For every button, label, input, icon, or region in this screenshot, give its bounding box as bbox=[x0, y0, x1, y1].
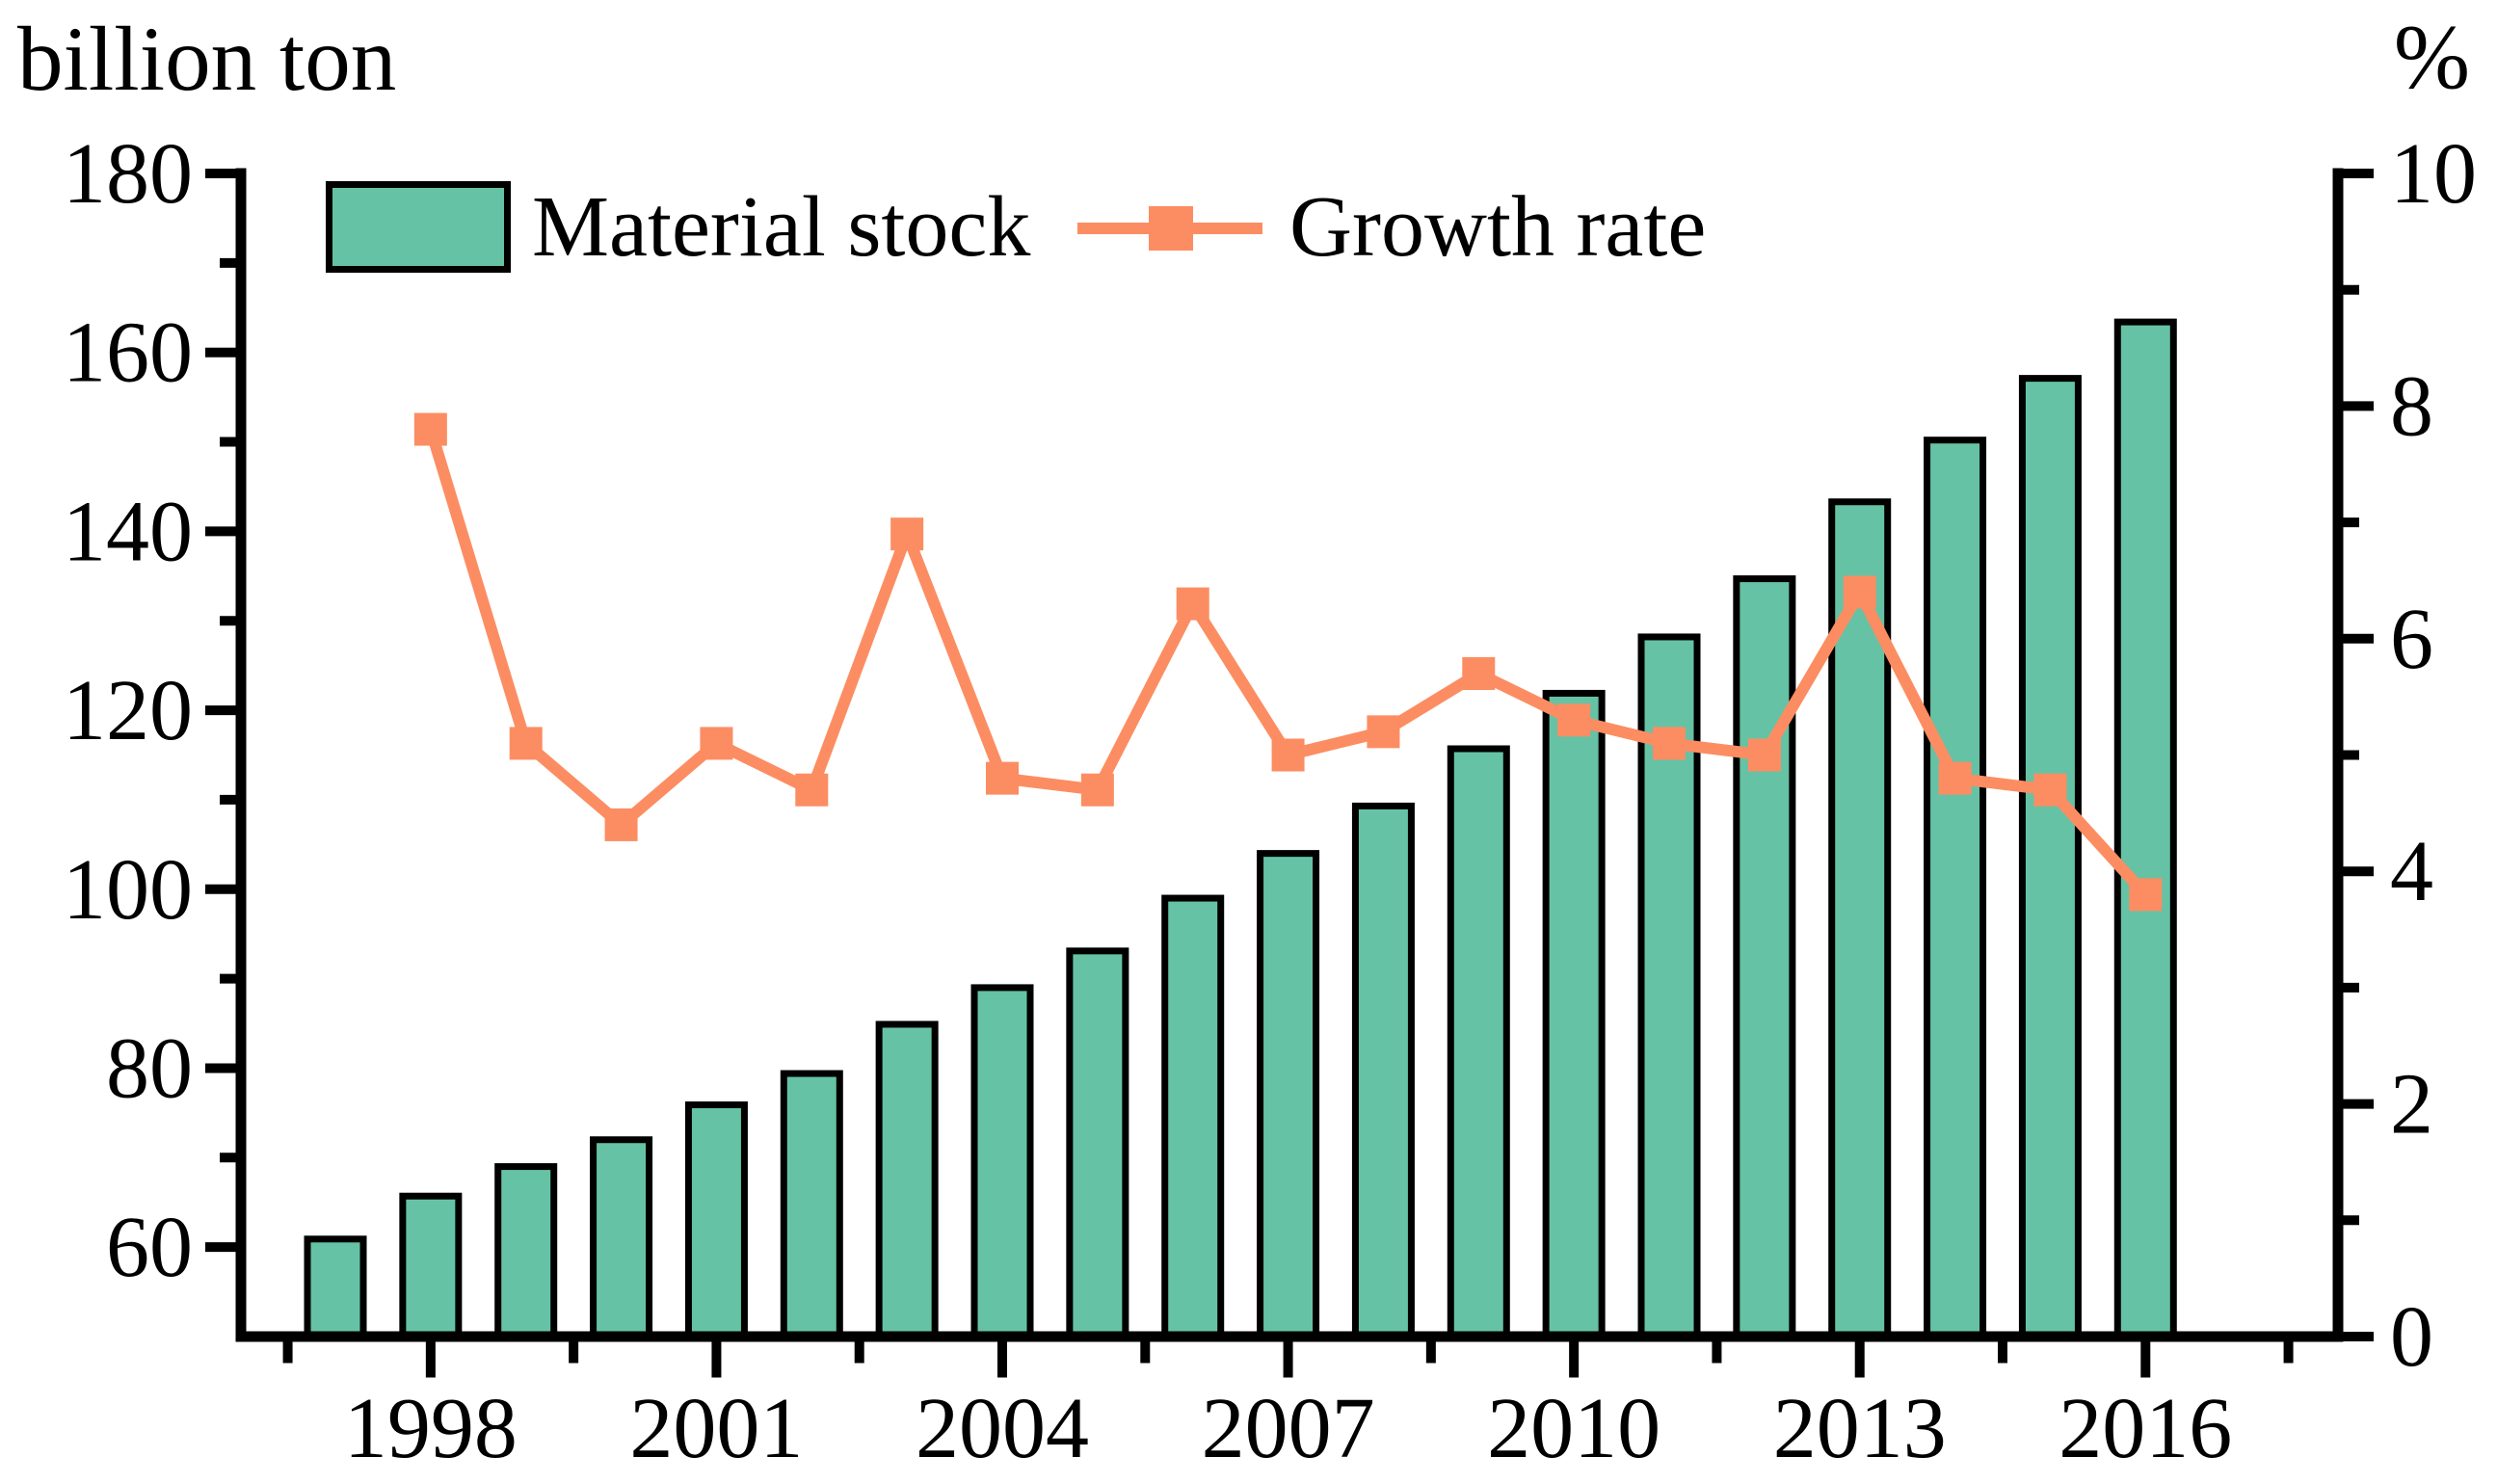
growth-rate-marker-2002 bbox=[795, 773, 829, 807]
growth-rate-marker-2000 bbox=[604, 808, 638, 841]
material-stock-bar-2014 bbox=[1924, 437, 1987, 1340]
material-stock-bar-2008 bbox=[1351, 802, 1415, 1340]
right-axis-tick-label-8: 8 bbox=[2390, 358, 2433, 454]
growth-rate-marker-2016 bbox=[2129, 878, 2163, 912]
legend-growth-rate-marker-icon bbox=[1149, 206, 1193, 251]
x-axis-tick-label-2010: 2010 bbox=[1487, 1381, 1660, 1476]
growth-rate-marker-1998 bbox=[413, 412, 447, 446]
material-stock-bar-2004 bbox=[970, 984, 1034, 1340]
growth-rate-marker-2005 bbox=[1080, 773, 1114, 807]
right-axis-tick-label-6: 6 bbox=[2390, 592, 2433, 687]
x-axis-tick-label-1998: 1998 bbox=[344, 1381, 518, 1476]
growth-rate-marker-2015 bbox=[2033, 773, 2067, 807]
right-axis-tick-label-0: 0 bbox=[2390, 1289, 2433, 1385]
left-axis-tick-label-120: 120 bbox=[63, 663, 193, 758]
material-stock-bar-1999 bbox=[494, 1163, 558, 1340]
x-axis-tick-label-2004: 2004 bbox=[916, 1381, 1089, 1476]
left-axis-tick-label-100: 100 bbox=[63, 842, 193, 938]
growth-rate-marker-2003 bbox=[890, 517, 924, 551]
growth-rate-marker-2007 bbox=[1271, 738, 1305, 772]
growth-rate-marker-2012 bbox=[1747, 738, 1781, 772]
growth-rate-marker-2013 bbox=[1843, 575, 1876, 609]
legend-material-stock-swatch bbox=[326, 181, 511, 273]
left-axis-title: billion ton bbox=[17, 8, 397, 110]
growth-rate-marker-2011 bbox=[1652, 727, 1686, 760]
material-stock-bar-2009 bbox=[1447, 745, 1510, 1340]
growth-rate-marker-2001 bbox=[700, 727, 733, 760]
legend-material-stock-label: Material stock bbox=[532, 179, 1031, 275]
x-axis-tick-label-2007: 2007 bbox=[1202, 1381, 1375, 1476]
material-stock-bar-2007 bbox=[1257, 850, 1320, 1340]
left-axis-tick-label-160: 160 bbox=[63, 305, 193, 401]
left-axis-tick-label-140: 140 bbox=[63, 484, 193, 579]
x-axis-tick-label-2016: 2016 bbox=[2059, 1381, 2232, 1476]
left-axis-tick-label-80: 80 bbox=[106, 1020, 193, 1116]
left-axis-tick-label-180: 180 bbox=[63, 126, 193, 222]
right-axis-title: % bbox=[2393, 6, 2470, 108]
growth-rate-marker-2008 bbox=[1367, 715, 1400, 749]
material-stock-bar-2001 bbox=[684, 1101, 748, 1340]
growth-rate-marker-2004 bbox=[985, 761, 1019, 795]
material-stock-bar-2015 bbox=[2018, 375, 2082, 1340]
left-axis-tick-label-60: 60 bbox=[106, 1200, 193, 1295]
right-axis-tick-label-10: 10 bbox=[2390, 126, 2477, 222]
material-stock-bar-2003 bbox=[875, 1020, 939, 1340]
growth-rate-marker-2014 bbox=[1938, 761, 1972, 795]
growth-rate-marker-2010 bbox=[1557, 703, 1591, 737]
growth-rate-marker-2006 bbox=[1176, 587, 1209, 621]
growth-rate-marker-1999 bbox=[509, 727, 543, 760]
legend-growth-rate-label: Growth rate bbox=[1289, 179, 1707, 275]
material-stock-bar-2016 bbox=[2113, 318, 2177, 1340]
right-axis-tick-label-2: 2 bbox=[2390, 1057, 2433, 1153]
material-stock-bar-2000 bbox=[590, 1136, 653, 1340]
x-axis-tick-label-2013: 2013 bbox=[1773, 1381, 1947, 1476]
growth-rate-marker-2009 bbox=[1462, 657, 1496, 691]
right-axis-tick-label-4: 4 bbox=[2390, 824, 2433, 919]
x-axis-tick-label-2001: 2001 bbox=[629, 1381, 803, 1476]
material-stock-bar-2006 bbox=[1161, 894, 1225, 1340]
material-stock-bar-1997 bbox=[304, 1235, 367, 1340]
material-stock-bar-2005 bbox=[1066, 947, 1129, 1340]
material-stock-bar-2010 bbox=[1542, 689, 1606, 1340]
material-stock-bar-2012 bbox=[1733, 575, 1796, 1340]
material-stock-bar-2002 bbox=[780, 1070, 843, 1340]
material-stock-bar-1998 bbox=[399, 1192, 463, 1340]
